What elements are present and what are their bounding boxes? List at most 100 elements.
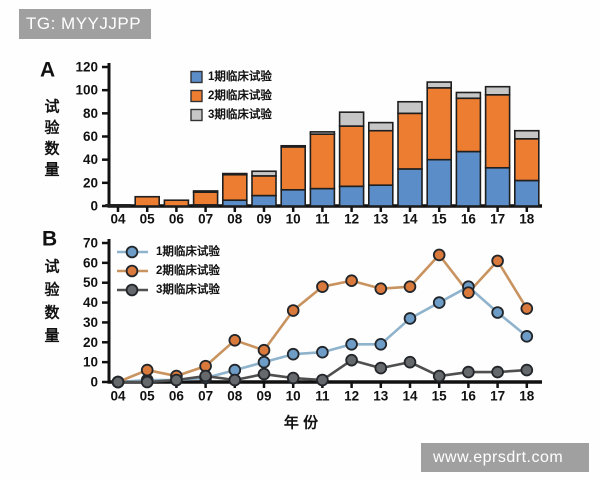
marker-09-phase1	[257, 355, 271, 369]
marker-13-phase1	[374, 337, 388, 351]
bar-14-phase2	[397, 112, 423, 170]
marker-18-phase3	[520, 363, 534, 377]
marker-16-phase2	[462, 286, 475, 299]
y-tick-label: 10	[83, 355, 98, 370]
marker-18-phase2	[520, 302, 534, 315]
marker-14-phase3	[403, 355, 417, 369]
bar-11-phase2	[309, 133, 336, 190]
legend-marker-phase3	[125, 283, 139, 297]
watermark-top-left: TG: MYYJJPP	[19, 9, 151, 39]
x-tick-label: 09	[256, 212, 271, 227]
x-tick-label: 13	[373, 389, 389, 404]
bar-04-phase2	[105, 204, 131, 207]
bar-13-phase1	[367, 184, 394, 207]
y-tick-label: 20	[83, 175, 98, 190]
bar-15-phase2	[426, 87, 453, 161]
x-tick-label: 05	[140, 389, 156, 404]
y-tick-label: 0	[90, 199, 98, 214]
marker-05-phase3	[140, 375, 154, 389]
marker-09-phase2	[257, 343, 271, 357]
x-tick-label: 14	[402, 212, 418, 227]
marker-08-phase2	[228, 333, 242, 347]
bar-13-phase3	[367, 121, 394, 132]
x-tick-label: 11	[315, 212, 330, 227]
marker-10-phase3	[286, 371, 300, 385]
marker-08-phase3	[228, 373, 242, 387]
y-tick-label: 50	[83, 275, 98, 290]
marker-04-phase3	[111, 375, 125, 389]
marker-11-phase2	[316, 280, 329, 293]
x-tick-label: 12	[344, 389, 359, 404]
bar-16-phase3	[455, 91, 482, 100]
x-tick-label: 18	[519, 389, 535, 404]
x-tick-label: 05	[140, 212, 156, 227]
legend-marker-phase2	[125, 264, 139, 278]
marker-16-phase3	[462, 365, 475, 379]
x-tick-label: 17	[490, 389, 505, 404]
y-tick-label: 40	[83, 295, 98, 310]
marker-15-phase3	[432, 369, 446, 383]
y-axis-title-char: 试	[44, 258, 59, 276]
bar-13-phase2	[367, 129, 394, 186]
marker-15-phase1	[432, 296, 446, 309]
x-tick-label: 06	[169, 389, 185, 404]
marker-18-phase1	[520, 330, 534, 343]
x-tick-label: 07	[198, 389, 213, 404]
bar-10-phase2	[280, 146, 307, 191]
y-axis-title-char: 量	[44, 328, 59, 345]
bar-17-phase2	[484, 94, 511, 169]
x-tick-label: 04	[110, 212, 126, 227]
legend-label-phase3: 3期临床试验	[208, 107, 272, 121]
x-tick-label: 10	[286, 212, 301, 227]
marker-13-phase2	[374, 282, 388, 295]
y-axis-title-char: 试	[44, 98, 59, 116]
y-tick-label: 20	[83, 335, 98, 350]
bar-15-phase3	[426, 81, 453, 89]
watermark-bottom-right: www.eprsdrt.com	[421, 443, 589, 472]
legend-label-phase3: 3期临床试验	[156, 282, 220, 296]
bar-17-phase1	[484, 166, 511, 207]
legend-swatch-phase3	[190, 108, 203, 122]
marker-12-phase1	[345, 337, 358, 351]
marker-10-phase1	[286, 347, 300, 361]
panel-label-b: B	[42, 228, 57, 251]
x-tick-label: 15	[432, 389, 448, 404]
bar-08-phase1	[222, 199, 248, 207]
bar-07-phase3	[192, 190, 219, 193]
marker-06-phase3	[170, 373, 183, 387]
bar-12-phase3	[338, 111, 365, 127]
x-tick-label: 17	[490, 212, 505, 227]
y-tick-label: 30	[83, 315, 98, 330]
bar-09-phase3	[251, 170, 277, 177]
y-tick-label: 120	[75, 60, 98, 75]
y-tick-label: 0	[90, 375, 98, 390]
bar-15-phase1	[426, 158, 453, 207]
bar-17-phase3	[484, 85, 511, 96]
marker-14-phase2	[403, 280, 417, 293]
bar-14-phase3	[397, 100, 423, 115]
y-tick-label: 60	[83, 255, 98, 270]
x-tick-label: 04	[110, 389, 126, 404]
bar-18-phase2	[513, 138, 540, 182]
bar-09-phase1	[251, 194, 277, 207]
marker-09-phase3	[257, 367, 271, 381]
marker-12-phase3	[345, 353, 358, 367]
marker-17-phase2	[491, 254, 504, 268]
bar-11-phase3	[309, 131, 336, 135]
marker-05-phase2	[140, 363, 154, 377]
bar-14-phase1	[397, 168, 423, 207]
y-tick-label: 40	[83, 152, 98, 167]
x-tick-label: 11	[315, 389, 330, 404]
y-axis-title-char: 验	[44, 281, 60, 299]
marker-10-phase2	[286, 304, 300, 317]
x-tick-label: 12	[344, 212, 359, 227]
bar-08-phase3	[222, 172, 248, 176]
x-tick-label: 16	[461, 212, 477, 227]
marker-11-phase3	[316, 373, 329, 387]
y-tick-label: 60	[83, 129, 98, 144]
bar-16-phase1	[455, 150, 482, 207]
marker-17-phase3	[491, 365, 504, 379]
y-tick-label: 80	[83, 106, 98, 121]
bar-10-phase1	[280, 188, 307, 207]
